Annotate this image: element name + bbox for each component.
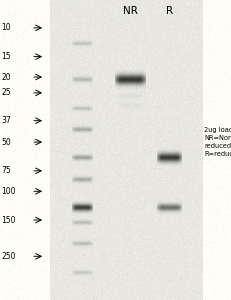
- Text: 100: 100: [1, 187, 16, 196]
- Text: 250: 250: [1, 252, 16, 261]
- Text: 150: 150: [1, 215, 16, 224]
- Text: 10: 10: [1, 23, 11, 32]
- Text: R: R: [166, 5, 173, 16]
- Text: 20: 20: [1, 73, 11, 82]
- Text: NR: NR: [123, 5, 138, 16]
- Text: 15: 15: [1, 52, 11, 61]
- Text: 50: 50: [1, 138, 11, 147]
- Text: 37: 37: [1, 116, 11, 125]
- Text: 25: 25: [1, 88, 11, 98]
- Text: 75: 75: [1, 166, 11, 175]
- Text: 2ug loading
NR=Non-
reduced
R=reduced: 2ug loading NR=Non- reduced R=reduced: [204, 128, 231, 157]
